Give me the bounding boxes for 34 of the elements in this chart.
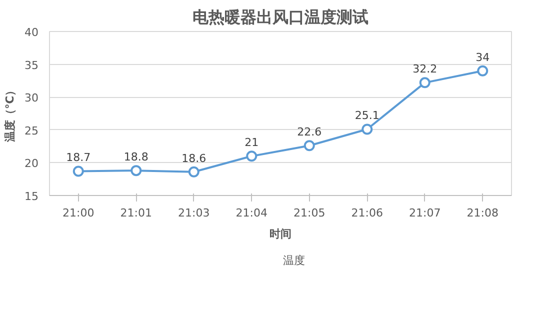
x-tick-label: 21:03 — [178, 206, 210, 220]
data-label: 34 — [476, 50, 490, 64]
data-label: 22.6 — [297, 126, 322, 139]
y-axis-title: 温度（℃） — [4, 84, 17, 144]
point — [188, 166, 200, 178]
data-label: 18.8 — [124, 150, 148, 164]
x-axis-title: 时间 — [270, 228, 292, 240]
data-label: 21 — [244, 136, 259, 150]
x-tick-label: 21:01 — [120, 206, 152, 220]
data-label: 18.6 — [182, 152, 206, 165]
data-label: 25.1 — [354, 109, 380, 122]
y-tick-label: 20 — [24, 157, 39, 170]
x-tick-label: 21:07 — [409, 206, 441, 220]
point — [304, 140, 315, 152]
y-tick-label: 25 — [24, 124, 39, 138]
point — [72, 166, 84, 177]
y-tick-label: 15 — [24, 190, 39, 203]
point — [130, 165, 142, 176]
x-tick-label: 21:06 — [351, 206, 383, 220]
point — [419, 77, 430, 88]
data-label: 32.2 — [412, 62, 438, 76]
x-tick-label: 21:00 — [62, 206, 94, 220]
y-tick-label: 40 — [24, 26, 39, 39]
chart-title: 电热暖器出风口温度测试 — [192, 8, 368, 26]
x-tick-label: 21:08 — [466, 206, 498, 220]
point — [246, 150, 258, 162]
point — [477, 65, 488, 76]
y-tick-label: 30 — [24, 92, 39, 105]
data-label: 18.7 — [66, 151, 91, 164]
y-tick-label: 35 — [24, 58, 39, 72]
x-tick-label: 21:05 — [294, 206, 326, 220]
text: 温度 — [283, 252, 305, 268]
x-tick-label: 21:04 — [236, 206, 268, 220]
point — [362, 124, 373, 135]
